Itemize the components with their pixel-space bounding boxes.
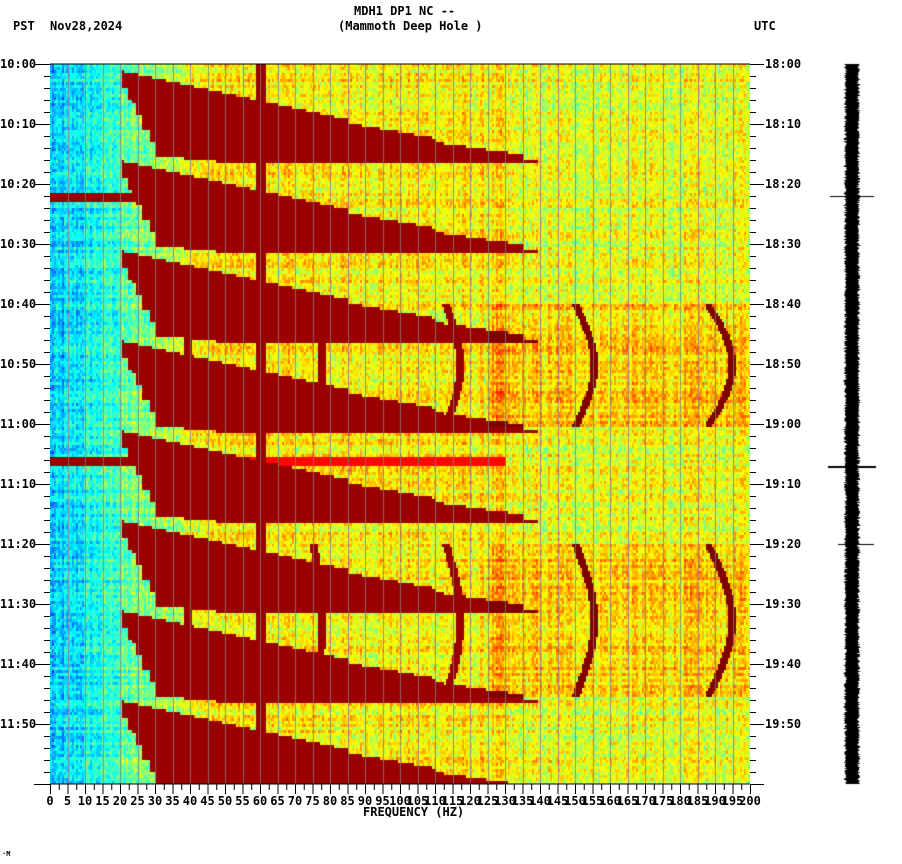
x-tick-label: 75 xyxy=(305,794,320,808)
footer-mark: ·M xyxy=(2,850,11,858)
x-tick-label: 5 xyxy=(63,794,72,808)
y-tick-right-label: 18:20 xyxy=(765,177,802,191)
y-tick-right-label: 19:50 xyxy=(765,717,802,731)
station-title: MDH1 DP1 NC -- xyxy=(354,4,456,18)
x-tick-label: 90 xyxy=(357,794,373,808)
y-tick-right-label: 18:30 xyxy=(765,237,802,251)
x-tick-label: 50 xyxy=(217,794,233,808)
x-tick-label: 0 xyxy=(46,794,54,808)
x-tick-label: 70 xyxy=(287,794,303,808)
x-tick-label: 145 xyxy=(546,794,569,808)
y-tick-right-label: 19:30 xyxy=(765,597,802,611)
y-tick-left-label: 11:40 xyxy=(0,657,37,671)
x-tick-label: 165 xyxy=(616,794,639,808)
x-tick-label: 195 xyxy=(721,794,744,808)
x-tick-label: 170 xyxy=(634,794,656,808)
x-tick-label: 150 xyxy=(564,794,586,808)
x-tick-label: 155 xyxy=(581,794,604,808)
x-axis-label: FREQUENCY (HZ) xyxy=(363,805,465,819)
x-tick-label: 30 xyxy=(147,794,163,808)
x-tick-label: 115 xyxy=(441,794,464,808)
spectrogram-heatmap xyxy=(50,64,750,784)
y-tick-right-label: 18:00 xyxy=(765,57,802,71)
x-tick-label: 60 xyxy=(252,794,268,808)
x-tick-label: 185 xyxy=(686,794,709,808)
x-tick-label: 125 xyxy=(476,794,499,808)
x-tick-label: 15 xyxy=(95,794,110,808)
x-tick-label: 80 xyxy=(322,794,338,808)
x-tick-label: 65 xyxy=(270,794,285,808)
x-tick-label: 175 xyxy=(651,794,674,808)
left-timezone-label: PST xyxy=(13,19,35,33)
x-tick-label: 40 xyxy=(182,794,198,808)
y-tick-left-label: 11:30 xyxy=(0,597,37,611)
x-tick-label: 10 xyxy=(77,794,93,808)
x-tick-label: 55 xyxy=(235,794,250,808)
x-tick-label: 95 xyxy=(375,794,390,808)
y-tick-right-label: 19:20 xyxy=(765,537,802,551)
x-tick-label: 25 xyxy=(130,794,145,808)
y-tick-left-label: 10:10 xyxy=(0,117,37,131)
y-tick-right-label: 18:10 xyxy=(765,117,802,131)
y-tick-left-label: 11:50 xyxy=(0,717,37,731)
y-tick-right-label: 19:10 xyxy=(765,477,802,491)
x-tick-label: 190 xyxy=(704,794,726,808)
y-tick-left-label: 11:10 xyxy=(0,477,37,491)
x-tick-label: 135 xyxy=(511,794,534,808)
y-tick-right-label: 19:00 xyxy=(765,417,802,431)
y-tick-right-label: 19:40 xyxy=(765,657,802,671)
seismogram-trace xyxy=(820,60,880,790)
y-tick-left-label: 11:20 xyxy=(0,537,37,551)
x-tick-label: 120 xyxy=(459,794,481,808)
x-tick-label: 180 xyxy=(669,794,691,808)
y-tick-right-label: 18:50 xyxy=(765,357,802,371)
y-tick-right-label: 18:40 xyxy=(765,297,802,311)
x-tick-label: 130 xyxy=(494,794,516,808)
y-tick-left-label: 10:40 xyxy=(0,297,37,311)
x-tick-label: 200 xyxy=(739,794,761,808)
y-tick-left-label: 10:50 xyxy=(0,357,37,371)
x-tick-label: 140 xyxy=(529,794,551,808)
y-tick-left-label: 11:00 xyxy=(0,417,37,431)
x-tick-label: 105 xyxy=(406,794,429,808)
y-tick-left-label: 10:20 xyxy=(0,177,37,191)
location-title: (Mammoth Deep Hole ) xyxy=(338,19,483,33)
x-tick-label: 45 xyxy=(200,794,215,808)
date-label: Nov28,2024 xyxy=(50,19,123,33)
y-tick-left-label: 10:30 xyxy=(0,237,37,251)
x-tick-label: 20 xyxy=(112,794,128,808)
x-tick-label: 110 xyxy=(424,794,446,808)
y-tick-left-label: 10:00 xyxy=(0,57,37,71)
x-tick-label: 35 xyxy=(165,794,180,808)
x-tick-label: 85 xyxy=(340,794,355,808)
x-tick-label: 100 xyxy=(389,794,411,808)
right-timezone-label: UTC xyxy=(754,19,776,33)
x-tick-label: 160 xyxy=(599,794,621,808)
